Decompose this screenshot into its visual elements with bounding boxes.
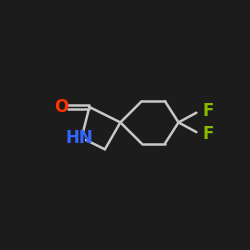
Text: HN: HN [66, 129, 94, 147]
Text: F: F [202, 102, 213, 120]
Text: F: F [202, 125, 213, 143]
Text: O: O [54, 98, 68, 116]
